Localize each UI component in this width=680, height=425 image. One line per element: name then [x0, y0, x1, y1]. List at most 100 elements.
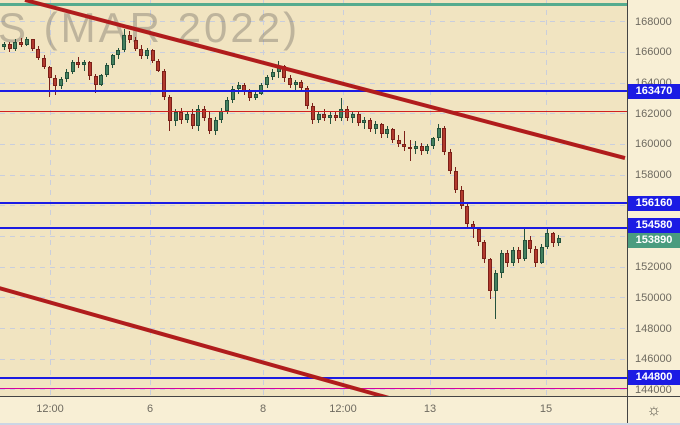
gridline-vertical: [263, 0, 264, 396]
candle-up: [499, 253, 504, 274]
price-axis-label: 160000: [635, 138, 672, 151]
price-chart-plot[interactable]: S (MAR 2022): [0, 0, 628, 397]
candle-down: [402, 144, 407, 148]
price-badge-163470[interactable]: 163470: [628, 83, 680, 99]
candle-up: [185, 113, 190, 120]
candle-down: [127, 34, 132, 41]
candle-up: [316, 113, 321, 120]
candle-down: [42, 57, 47, 67]
candle-down: [516, 250, 521, 260]
time-axis-label: 13: [423, 403, 437, 415]
gridline-horizontal: [0, 389, 627, 391]
candle-down: [448, 152, 453, 171]
price-badge-144800[interactable]: 144800: [628, 370, 680, 386]
axis-settings-corner: ☼: [628, 397, 680, 425]
candle-up: [99, 75, 104, 85]
gridline-horizontal: [0, 205, 627, 207]
candle-up: [236, 84, 241, 90]
candle-down: [179, 112, 184, 120]
candle-up: [276, 66, 281, 73]
candle-up: [431, 138, 435, 146]
candle-up: [24, 39, 29, 45]
candle-down: [190, 113, 195, 126]
candle-down: [333, 115, 338, 119]
candle-up: [522, 239, 527, 260]
price-axis-label: 146000: [635, 353, 672, 366]
candle-down: [156, 60, 161, 71]
price-axis[interactable]: 1680001660001640001620001600001580001520…: [628, 0, 680, 397]
candle-up: [253, 93, 258, 99]
price-level-line-156160[interactable]: [0, 202, 627, 205]
candle-up: [70, 62, 75, 72]
candle-down: [288, 78, 292, 85]
time-axis-label: 8: [259, 403, 267, 415]
candle-down: [356, 113, 361, 123]
candle-down: [310, 106, 315, 120]
price-badge-154580[interactable]: 154580: [628, 217, 680, 233]
candle-down: [93, 76, 98, 85]
price-badge-156160[interactable]: 156160: [628, 195, 680, 211]
gear-icon[interactable]: ☼: [646, 402, 662, 419]
candle-up: [493, 273, 498, 291]
price-level-line-144060[interactable]: [0, 388, 627, 390]
watermark-symbol: S (MAR 2022): [0, 4, 301, 51]
candle-up: [265, 76, 270, 85]
price-axis-label: 162000: [635, 107, 672, 120]
candle-down: [476, 228, 481, 242]
gridline-horizontal: [0, 328, 627, 329]
price-axis-label: 166000: [635, 46, 672, 59]
candle-down: [36, 48, 41, 58]
descending-trendline[interactable]: [0, 286, 390, 396]
price-badge-153890[interactable]: 153890: [628, 233, 680, 249]
price-level-line-148490[interactable]: [0, 320, 627, 321]
price-level-line-169100[interactable]: [0, 3, 627, 7]
candle-down: [7, 43, 12, 50]
candle-down: [87, 61, 92, 77]
gridline-horizontal: [0, 51, 627, 53]
gridline-vertical: [343, 0, 344, 396]
candle-down: [207, 118, 212, 131]
candle-up: [556, 238, 561, 243]
gridline-horizontal: [0, 174, 627, 176]
price-axis-label: 150000: [635, 291, 672, 304]
time-axis-label: 12:00: [36, 403, 64, 415]
candle-up: [436, 127, 441, 139]
candle-wick: [409, 139, 411, 162]
price-axis-label: 152000: [635, 261, 672, 274]
price-axis-label: 158000: [635, 169, 672, 182]
gridline-horizontal: [0, 143, 627, 145]
gridline-vertical: [50, 0, 51, 396]
candle-wick: [495, 270, 497, 319]
candle-up: [64, 71, 69, 80]
candle-up: [350, 113, 355, 119]
candle-up: [82, 61, 87, 66]
candle-up: [413, 145, 418, 150]
candle-up: [511, 250, 516, 263]
candle-up: [59, 79, 64, 87]
candle-down: [379, 124, 384, 134]
price-axis-label: 144000: [635, 383, 672, 396]
time-axis[interactable]: 12:00 6 8 12:00 13 15: [0, 397, 627, 425]
price-axis-label: 148000: [635, 322, 672, 335]
candle-down: [390, 129, 395, 140]
candle-down: [453, 170, 458, 191]
candle-down: [133, 40, 138, 49]
candle-up: [219, 110, 224, 120]
candle-down: [47, 66, 52, 79]
price-level-line-163470[interactable]: [0, 90, 627, 93]
candle-up: [13, 41, 18, 50]
candle-down: [139, 48, 144, 57]
candle-wick: [472, 221, 474, 238]
candle-down: [396, 139, 401, 145]
price-level-line-162150[interactable]: [0, 110, 627, 112]
trendlines-overlay: [0, 0, 626, 396]
price-level-line-154580[interactable]: [0, 226, 627, 229]
candle-down: [19, 41, 24, 45]
candle-wick: [329, 112, 331, 125]
candle-down: [465, 205, 470, 225]
candle-down: [505, 253, 510, 263]
candle-down: [482, 241, 487, 260]
price-level-line-153890[interactable]: [0, 238, 627, 239]
price-level-line-144800[interactable]: [0, 376, 627, 379]
